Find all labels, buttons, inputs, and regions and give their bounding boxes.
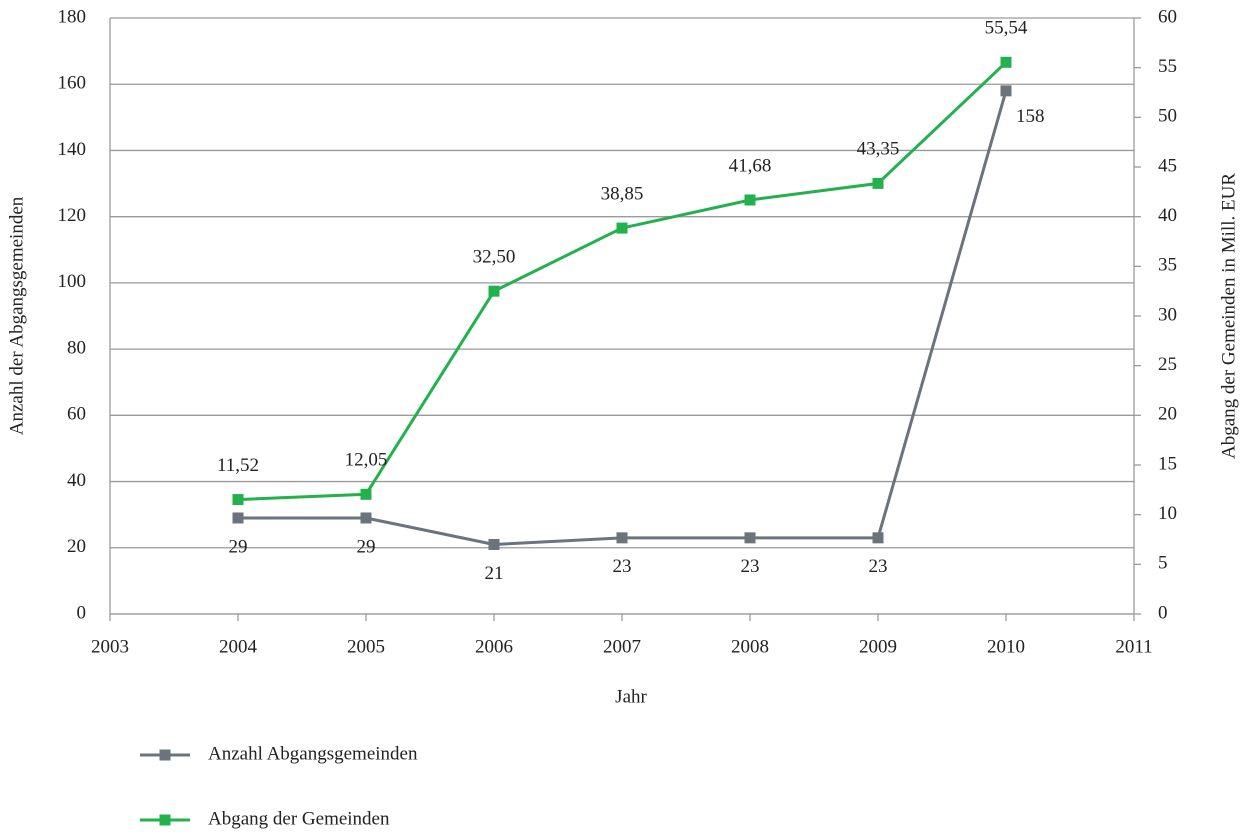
marker <box>744 194 756 206</box>
y-tick-label: 100 <box>58 271 87 292</box>
x-tick-label: 2009 <box>859 636 897 657</box>
x-tick-label: 2011 <box>1115 636 1152 657</box>
x-tick-label: 2004 <box>219 636 258 657</box>
data-label: 55,54 <box>985 18 1028 39</box>
y2-tick-label: 10 <box>1158 503 1177 524</box>
data-label: 23 <box>741 556 760 577</box>
y-tick-label: 180 <box>58 6 87 27</box>
data-label: 29 <box>357 536 376 557</box>
x-tick-label: 2005 <box>347 636 385 657</box>
x-tick-label: 2008 <box>731 636 769 657</box>
series-line <box>237 61 1008 502</box>
y-tick-label: 140 <box>58 139 87 160</box>
y2-tick-label: 25 <box>1158 354 1177 375</box>
y-tick-label: 80 <box>67 337 86 358</box>
y2-tick-label: 30 <box>1158 304 1177 325</box>
marker <box>744 532 756 544</box>
data-label: 11,52 <box>217 455 259 476</box>
y2-tick-label: 5 <box>1158 553 1168 574</box>
marker <box>1000 85 1012 97</box>
y2-tick-label: 15 <box>1158 453 1177 474</box>
x-tick-label: 2006 <box>475 636 513 657</box>
marker <box>360 488 372 500</box>
data-label: 32,50 <box>473 247 516 268</box>
data-label: 41,68 <box>729 155 772 176</box>
y2-tick-label: 50 <box>1158 106 1177 127</box>
y2-axis-label: Abgang der Gemeinden in Mill. EUR <box>1218 173 1239 459</box>
marker <box>872 177 884 189</box>
y-tick-label: 60 <box>67 404 86 425</box>
y2-tick-label: 20 <box>1158 404 1177 425</box>
y2-tick-label: 55 <box>1158 56 1177 77</box>
data-label: 23 <box>869 556 888 577</box>
marker <box>488 285 500 297</box>
y-tick-label: 0 <box>77 602 87 623</box>
marker <box>872 532 884 544</box>
data-label: 12,05 <box>345 450 388 471</box>
data-label: 29 <box>229 536 248 557</box>
marker <box>1000 56 1012 68</box>
y2-tick-label: 0 <box>1158 602 1168 623</box>
y2-tick-label: 45 <box>1158 155 1177 176</box>
y2-tick-label: 35 <box>1158 255 1177 276</box>
legend-label: Abgang der Gemeinden <box>208 808 390 829</box>
legend-marker <box>159 749 171 761</box>
legend-label: Anzahl Abgangsgemeinden <box>208 743 418 764</box>
y2-tick-label: 60 <box>1158 6 1177 27</box>
marker <box>232 512 244 524</box>
legend-marker <box>159 814 171 826</box>
y2-tick-label: 40 <box>1158 205 1177 226</box>
marker <box>616 532 628 544</box>
marker <box>488 538 500 550</box>
data-label: 38,85 <box>601 183 644 204</box>
data-label: 158 <box>1016 106 1045 127</box>
y-tick-label: 160 <box>58 73 87 94</box>
y-tick-label: 40 <box>67 470 86 491</box>
x-axis-label: Jahr <box>615 686 647 707</box>
x-tick-label: 2007 <box>603 636 641 657</box>
marker <box>232 494 244 506</box>
data-label: 43,35 <box>857 139 900 160</box>
x-tick-label: 2010 <box>987 636 1025 657</box>
x-tick-label: 2003 <box>91 636 129 657</box>
y-tick-label: 120 <box>58 205 87 226</box>
y-tick-label: 20 <box>67 536 86 557</box>
marker <box>616 222 628 234</box>
y-axis-label: Anzahl der Abgangsgemeinden <box>6 196 27 435</box>
marker <box>360 512 372 524</box>
data-label: 23 <box>613 556 632 577</box>
data-label: 21 <box>485 563 504 584</box>
